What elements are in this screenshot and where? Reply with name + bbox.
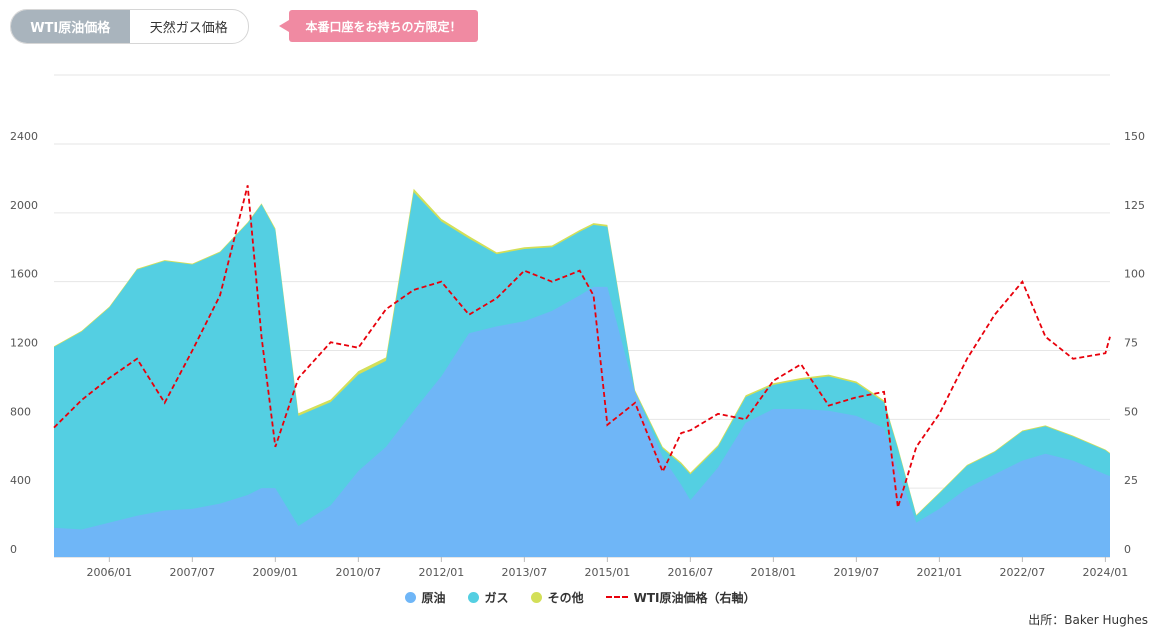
y-tick-label-right: 150 (1124, 130, 1145, 143)
source-note: 出所：Baker Hughes (1028, 613, 1148, 627)
x-tick-label: 2013/07 (502, 566, 548, 579)
x-tick-label: 2007/07 (169, 566, 215, 579)
y-tick-label-left: 800 (10, 405, 31, 418)
y-tick-label-left: 2400 (10, 130, 38, 143)
line-wti (53, 185, 1111, 508)
legend-label-wti: WTI原油価格（右軸） (633, 590, 756, 605)
legend-item-wti[interactable]: WTI原油価格（右軸） (605, 589, 756, 606)
y-tick-label-left: 400 (10, 474, 31, 487)
legend-item-other[interactable]: その他 (530, 589, 584, 606)
x-tick-label: 2010/07 (335, 566, 381, 579)
legend-item-oil[interactable]: 原油 (404, 589, 446, 606)
legend-label-gas: ガス (484, 590, 509, 605)
legend-label-other: その他 (547, 590, 584, 605)
x-tick-label: 2006/01 (86, 566, 132, 579)
y-tick-label-right: 100 (1124, 268, 1145, 281)
x-tick-label: 2016/07 (668, 566, 714, 579)
legend-swatch-gas (467, 591, 479, 603)
legend-swatch-wti (605, 596, 628, 598)
y-tick-label-right: 50 (1124, 405, 1138, 418)
x-tick-label: 2015/01 (585, 566, 631, 579)
legend-swatch-other (530, 591, 542, 603)
chart-tabs: WTI原油価格 天然ガス価格 (10, 9, 249, 44)
legend-label-oil: 原油 (421, 590, 446, 605)
y-tick-label-right: 0 (1124, 543, 1131, 556)
x-tick-label: 2019/07 (834, 566, 880, 579)
legend-item-gas[interactable]: ガス (467, 589, 509, 606)
x-tick-label: 2012/01 (419, 566, 465, 579)
legend-swatch-oil (404, 591, 416, 603)
y-tick-label-right: 75 (1124, 337, 1138, 350)
y-tick-label-left: 0 (10, 543, 17, 556)
chart-legend: 原油 ガス その他 WTI原油価格（右軸） (0, 588, 1160, 606)
x-tick-label: 2009/01 (252, 566, 298, 579)
y-axis-left: 0 400 800 1200 1600 2000 2400 (10, 130, 38, 556)
y-tick-label-left: 1200 (10, 337, 38, 350)
tab-wti-price[interactable]: WTI原油価格 (11, 10, 130, 43)
x-tick-label: 2024/01 (1083, 566, 1129, 579)
area-oil (54, 286, 1110, 557)
tab-natural-gas-price[interactable]: 天然ガス価格 (149, 21, 228, 36)
promo-badge[interactable]: 本番口座をお持ちの方限定！ (279, 10, 478, 42)
y-tick-label-right: 125 (1124, 199, 1145, 212)
y-tick-label-left: 2000 (10, 199, 38, 212)
x-tick-label: 2021/01 (917, 566, 963, 579)
chart-areas (54, 188, 1110, 557)
y-tick-label-right: 25 (1124, 474, 1138, 487)
y-tick-label-left: 1600 (10, 268, 38, 281)
x-tick-label: 2018/01 (751, 566, 797, 579)
chart-lines (53, 185, 1111, 508)
x-tick-label: 2022/07 (1000, 566, 1046, 579)
x-axis: 2006/01 2007/07 2009/01 2010/07 2012/01 2013/… (86, 557, 1128, 579)
y-axis-right: 0 25 50 75 100 125 150 (1124, 130, 1145, 556)
